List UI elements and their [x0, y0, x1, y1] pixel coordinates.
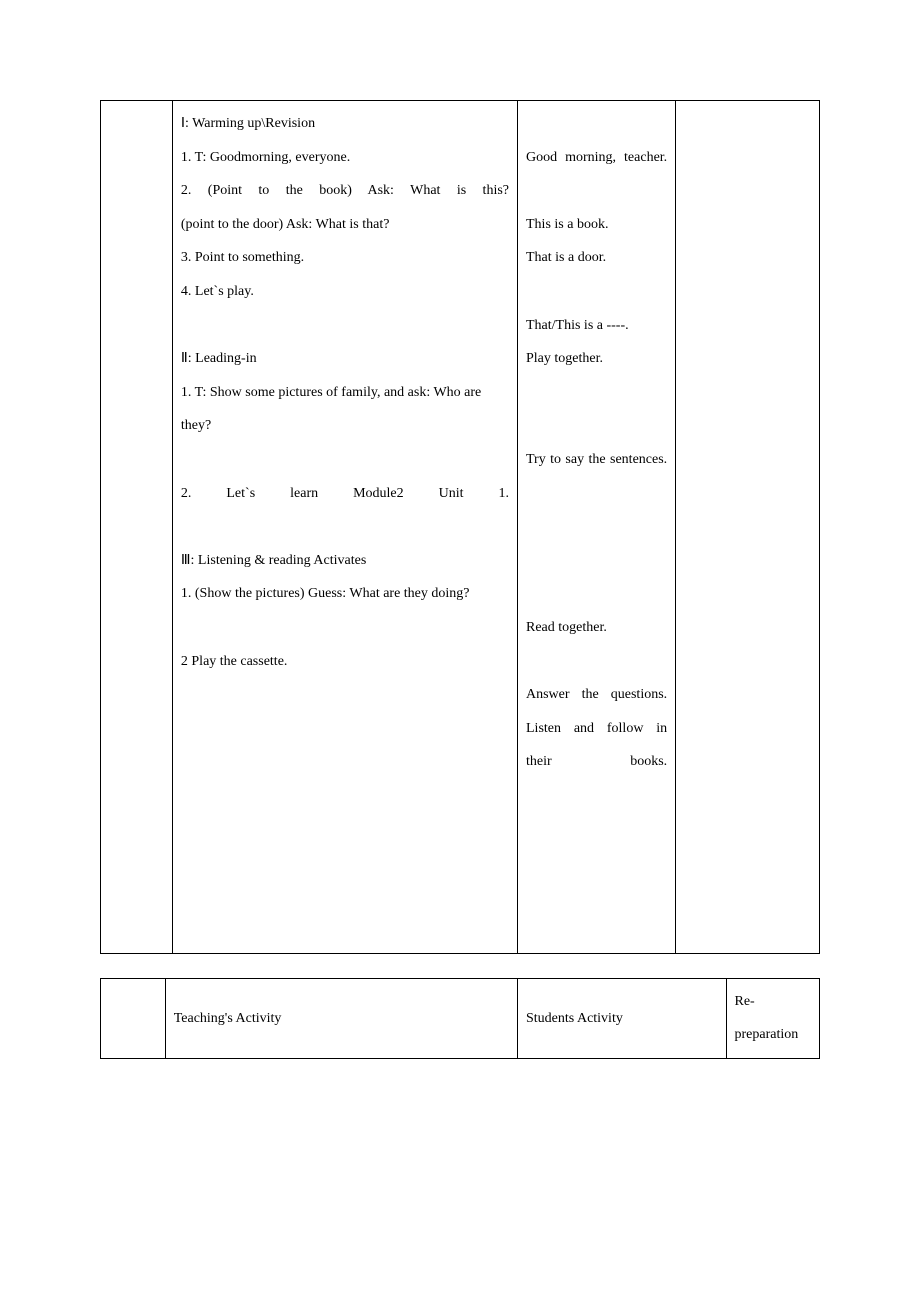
text-line — [181, 611, 509, 645]
cell-teaching-activity-header: Teaching's Activity — [165, 978, 517, 1058]
text-line — [526, 275, 667, 309]
text-line — [526, 174, 667, 208]
table-row: Teaching's Activity Students Activity Re… — [101, 978, 820, 1058]
text-line: Ⅰ: Warming up\Revision — [181, 107, 509, 141]
text-line: Ⅲ: Listening & reading Activates — [181, 544, 509, 578]
text-line — [526, 544, 667, 578]
text-line — [181, 880, 509, 914]
text-line: Play together. — [526, 342, 667, 376]
text-line: Ⅱ: Leading-in — [181, 342, 509, 376]
text-line: 1. (Show the pictures) Guess: What are t… — [181, 577, 509, 611]
text-line — [181, 443, 509, 477]
text-line: 2. (Point to the book) Ask: What is this… — [181, 174, 509, 208]
cell-col1 — [101, 978, 166, 1058]
text-line: 1. T: Show some pictures of family, and … — [181, 376, 509, 443]
text-line: Read together. — [526, 611, 667, 645]
text-line: Answer the questions. — [526, 678, 667, 712]
cell-col4 — [676, 101, 820, 954]
text-line — [181, 678, 509, 712]
text-line: This is a book. — [526, 208, 667, 242]
text-line — [526, 107, 667, 141]
cell-student-activity: Good morning, teacher. This is a book.Th… — [518, 101, 676, 954]
text-line — [526, 779, 667, 813]
text-line: 3. Point to something. — [181, 241, 509, 275]
text-line: 1. T: Goodmorning, everyone. — [181, 141, 509, 175]
text-line: Good morning, teacher. — [526, 141, 667, 175]
text-line — [526, 376, 667, 410]
cell-students-activity-header: Students Activity — [518, 978, 727, 1058]
text-line — [526, 510, 667, 544]
text-line: That is a door. — [526, 241, 667, 275]
cell-teacher-activity: Ⅰ: Warming up\Revision1. T: Goodmorning,… — [172, 101, 517, 954]
text-line: 4. Let`s play. — [181, 275, 509, 309]
text-line: 2 Play the cassette. — [181, 645, 509, 679]
text-line — [181, 779, 509, 813]
lesson-plan-table-2: Teaching's Activity Students Activity Re… — [100, 978, 820, 1059]
text-line: Try to say the sentences. — [526, 443, 667, 477]
table-row: Ⅰ: Warming up\Revision1. T: Goodmorning,… — [101, 101, 820, 954]
text-line: (point to the door) Ask: What is that? — [181, 208, 509, 242]
text-line — [181, 309, 509, 343]
text-line: Listen and follow in their books. — [526, 712, 667, 779]
text-line: That/This is a ----. — [526, 309, 667, 343]
text-line — [526, 577, 667, 611]
text-line — [181, 745, 509, 779]
cell-repreparation-header: Re-preparation — [726, 978, 820, 1058]
text-line — [181, 510, 509, 544]
lesson-plan-table-1: Ⅰ: Warming up\Revision1. T: Goodmorning,… — [100, 100, 820, 954]
text-line — [526, 409, 667, 443]
text-line — [181, 913, 509, 947]
text-line — [181, 846, 509, 880]
cell-col1 — [101, 101, 173, 954]
text-line — [526, 645, 667, 679]
text-line — [181, 712, 509, 746]
text-line — [181, 812, 509, 846]
text-line — [526, 477, 667, 511]
text-line: 2. Let`s learn Module2 Unit 1. — [181, 477, 509, 511]
